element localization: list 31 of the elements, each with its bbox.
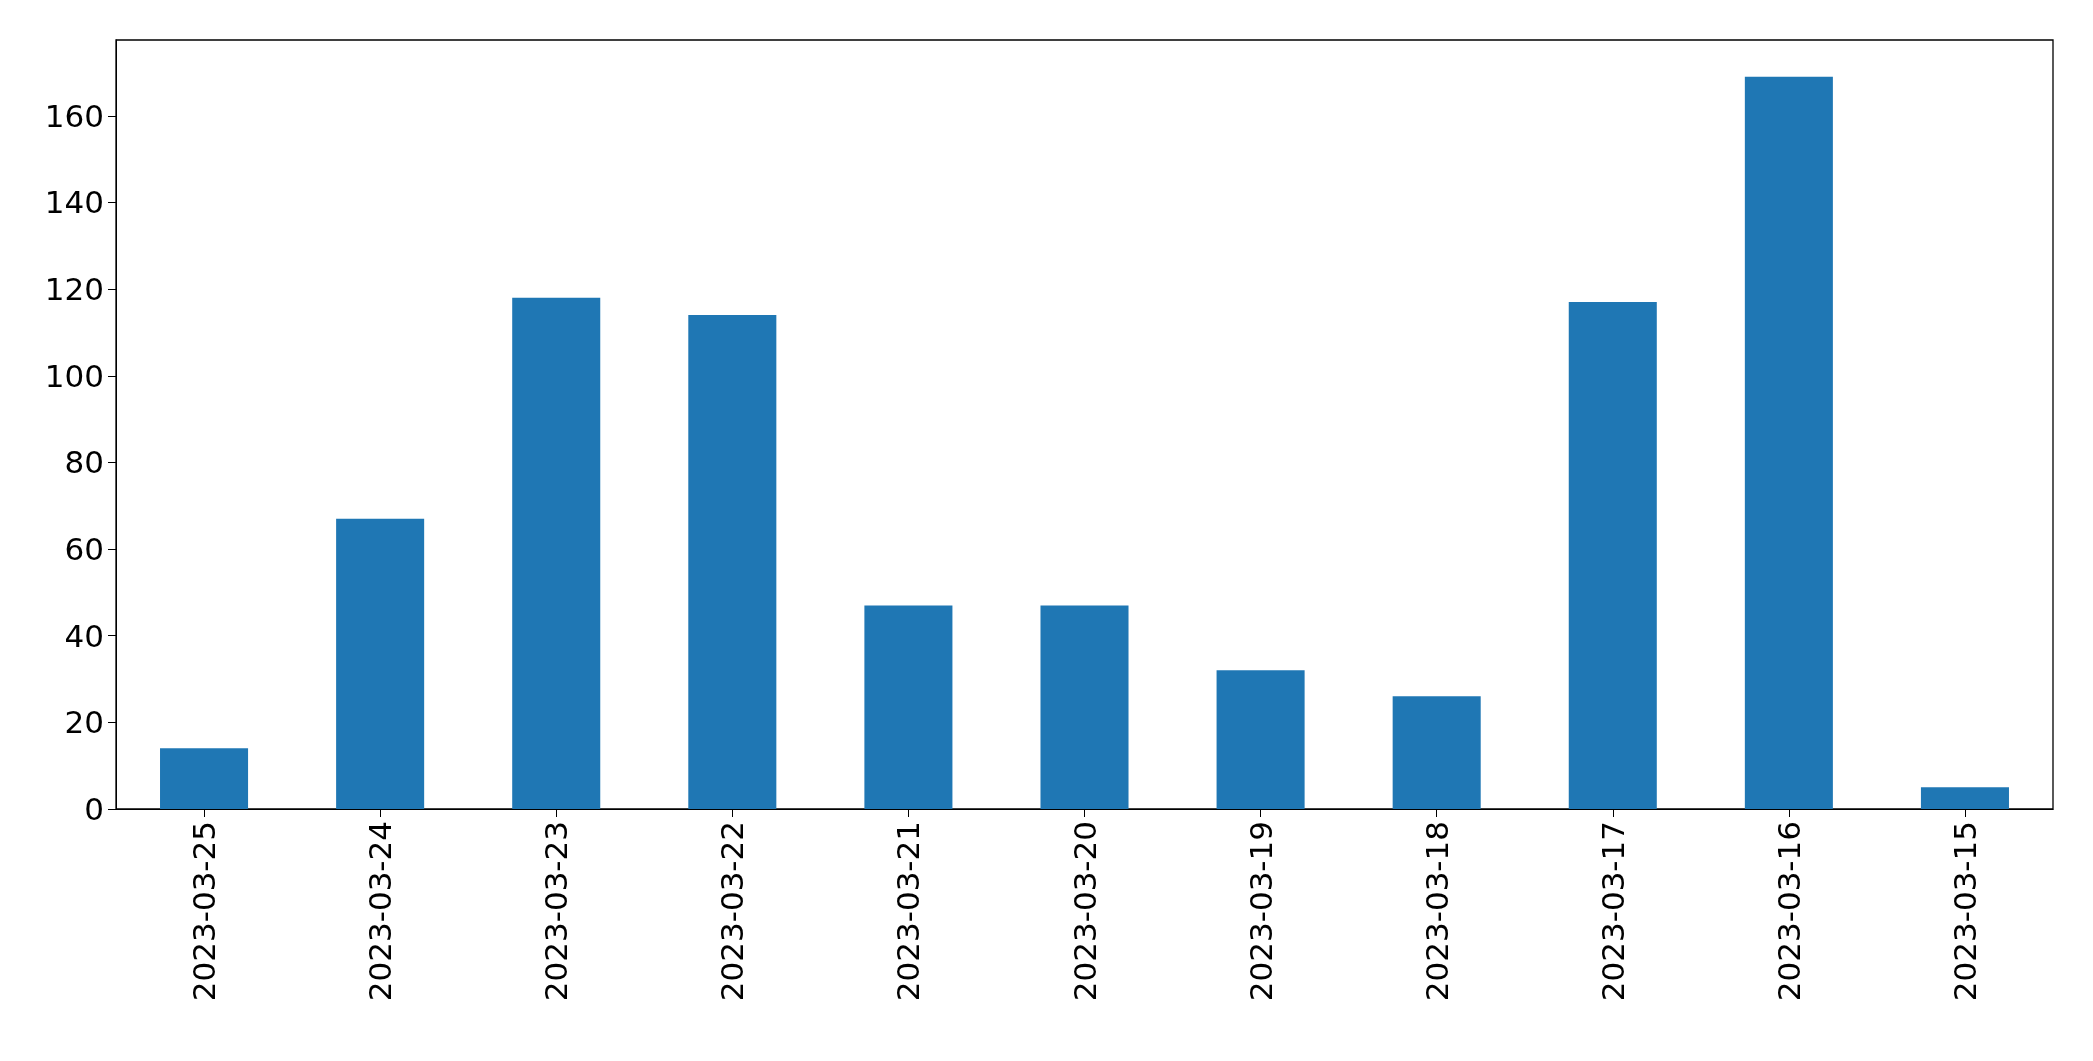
y-tick-label: 20 [64,704,104,741]
y-tick-label: 120 [44,271,104,308]
x-tick-label: 2023-03-25 [186,821,223,1002]
bar [336,518,425,809]
bar [1744,76,1833,809]
x-tick-label: 2023-03-19 [1242,821,1279,1002]
y-tick-label: 60 [64,531,104,568]
y-tick-label: 100 [44,357,104,394]
x-tick-label: 2023-03-21 [890,821,927,1002]
x-tick-label: 2023-03-16 [1770,821,1807,1002]
bar [864,605,953,809]
x-tick-label: 2023-03-24 [362,821,399,1002]
y-tick-label: 40 [64,617,104,654]
bar [1040,605,1129,809]
x-tick-label: 2023-03-22 [714,821,751,1002]
bar [1392,696,1481,809]
x-tick-label: 2023-03-18 [1418,821,1455,1002]
x-tick-label: 2023-03-15 [1946,821,1983,1002]
y-tick-label: 140 [44,184,104,221]
x-tick-label: 2023-03-20 [1066,821,1103,1002]
y-tick-label: 160 [44,97,104,134]
bar [688,315,777,809]
x-tick-label: 2023-03-17 [1594,821,1631,1002]
x-tick-label: 2023-03-23 [538,821,575,1002]
bar [512,297,601,809]
y-tick-label: 0 [84,791,104,827]
bar [1216,670,1305,809]
bar [1568,302,1657,809]
y-tick-label: 80 [64,444,104,481]
bar [1920,787,2009,809]
bar [160,748,249,809]
